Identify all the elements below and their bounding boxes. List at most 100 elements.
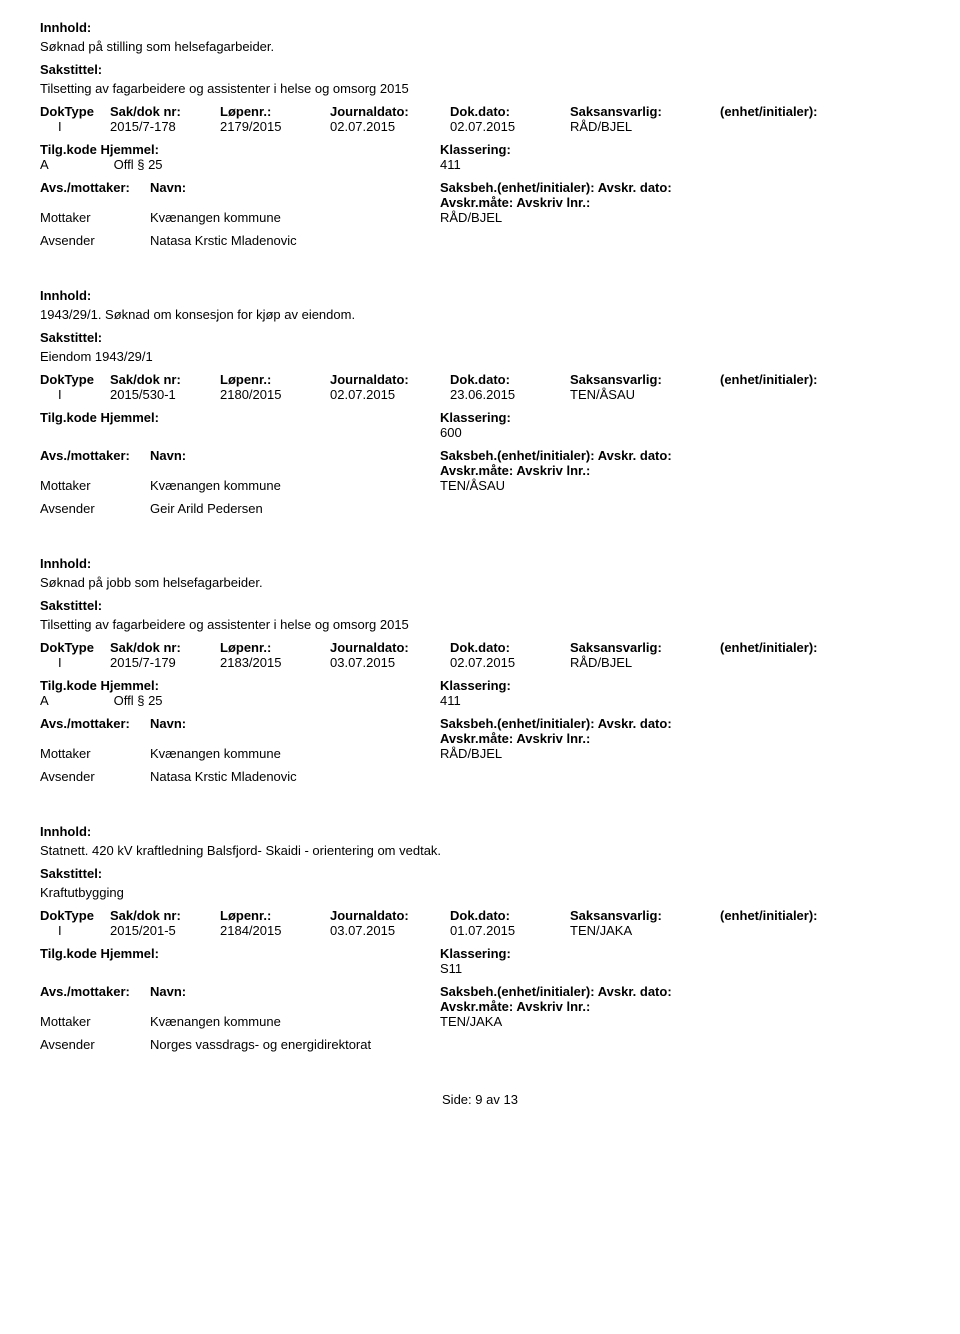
sakstittel-text: Kraftutbygging	[40, 885, 920, 900]
avsmottaker-header: Avs./mottaker:	[40, 716, 150, 746]
lopenr-value: 2183/2015	[220, 655, 330, 670]
journaldato-header: Journaldato:	[330, 640, 450, 655]
enhet-header: (enhet/initialer):	[720, 372, 870, 387]
avsender-row: Avsender Natasa Krstic Mladenovic	[40, 769, 920, 784]
hjemmel-klassering-header: Tilg.kode Hjemmel: Klassering:	[40, 142, 920, 157]
mottaker-row: Mottaker Kvænangen kommune TEN/ÅSAU	[40, 478, 920, 493]
meta-header-row: DokType Sak/dok nr: Løpenr.: Journaldato…	[40, 908, 920, 923]
saksbeh-value: RÅD/BJEL	[440, 746, 720, 761]
hjemmel-klassering-data: S11	[40, 961, 920, 976]
hjemmel-value: Offl § 25	[114, 693, 163, 708]
sakstittel-label: Sakstittel:	[40, 330, 920, 345]
mottaker-row: Mottaker Kvænangen kommune TEN/JAKA	[40, 1014, 920, 1029]
saksansvarlig-header: Saksansvarlig:	[570, 640, 720, 655]
sakstittel-text: Eiendom 1943/29/1	[40, 349, 920, 364]
enhet-value	[720, 387, 870, 402]
avsender-label: Avsender	[40, 501, 150, 516]
innhold-text: 1943/29/1. Søknad om konsesjon for kjøp …	[40, 307, 920, 322]
mottaker-row: Mottaker Kvænangen kommune RÅD/BJEL	[40, 746, 920, 761]
saksbeh-header: Saksbeh.(enhet/initialer): Avskr. dato: …	[440, 716, 720, 746]
saksbeh-value: RÅD/BJEL	[440, 210, 720, 225]
enhet-header: (enhet/initialer):	[720, 640, 870, 655]
avsmottaker-header: Avs./mottaker:	[40, 984, 150, 1014]
dokdato-value: 02.07.2015	[450, 655, 570, 670]
side-label: Side:	[442, 1092, 472, 1107]
mottaker-label: Mottaker	[40, 210, 150, 225]
avsender-row: Avsender Norges vassdrags- og energidire…	[40, 1037, 920, 1052]
saksansvarlig-header: Saksansvarlig:	[570, 908, 720, 923]
navn-header: Navn:	[150, 984, 440, 1014]
avsender-label: Avsender	[40, 769, 150, 784]
innhold-text: Statnett. 420 kV kraftledning Balsfjord-…	[40, 843, 920, 858]
saknr-value: 2015/7-178	[110, 119, 220, 134]
sakstittel-label: Sakstittel:	[40, 866, 920, 881]
av-label: av	[486, 1092, 500, 1107]
mottaker-label: Mottaker	[40, 478, 150, 493]
navn-header: Navn:	[150, 448, 440, 478]
lopenr-value: 2184/2015	[220, 923, 330, 938]
doktype-value: I	[40, 655, 110, 670]
hjemmel-klassering-header: Tilg.kode Hjemmel: Klassering:	[40, 946, 920, 961]
avsender-label: Avsender	[40, 233, 150, 248]
tilgkode-value: A	[40, 693, 110, 708]
dokdato-header: Dok.dato:	[450, 640, 570, 655]
innhold-text: Søknad på jobb som helsefagarbeider.	[40, 575, 920, 590]
journaldato-value: 02.07.2015	[330, 387, 450, 402]
hjemmel-value: Offl § 25	[114, 157, 163, 172]
dokdato-header: Dok.dato:	[450, 908, 570, 923]
klassering-header: Klassering:	[440, 410, 511, 425]
doktype-value: I	[40, 119, 110, 134]
saksbeh-value: TEN/JAKA	[440, 1014, 720, 1029]
saksansvarlig-value: TEN/ÅSAU	[570, 387, 720, 402]
mottaker-navn: Kvænangen kommune	[150, 1014, 440, 1029]
meta-data-row: I 2015/7-178 2179/2015 02.07.2015 02.07.…	[40, 119, 920, 134]
hjemmel-klassering-data: A Offl § 25 411	[40, 157, 920, 172]
journaldato-value: 03.07.2015	[330, 655, 450, 670]
dokdato-header: Dok.dato:	[450, 372, 570, 387]
tilgkode-header: Tilg.kode	[40, 410, 97, 425]
meta-data-row: I 2015/530-1 2180/2015 02.07.2015 23.06.…	[40, 387, 920, 402]
sakstittel-label: Sakstittel:	[40, 62, 920, 77]
tilgkode-value: A	[40, 157, 110, 172]
avsender-label: Avsender	[40, 1037, 150, 1052]
navn-header: Navn:	[150, 716, 440, 746]
mottaker-navn: Kvænangen kommune	[150, 478, 440, 493]
mottaker-row: Mottaker Kvænangen kommune RÅD/BJEL	[40, 210, 920, 225]
enhet-header: (enhet/initialer):	[720, 104, 870, 119]
klassering-value: 411	[440, 693, 461, 708]
lopenr-value: 2180/2015	[220, 387, 330, 402]
total-pages: 13	[504, 1092, 518, 1107]
saknr-value: 2015/7-179	[110, 655, 220, 670]
party-header-row: Avs./mottaker: Navn: Saksbeh.(enhet/init…	[40, 448, 920, 478]
sakstittel-text: Tilsetting av fagarbeidere og assistente…	[40, 81, 920, 96]
journal-record: Innhold: Søknad på stilling som helsefag…	[40, 20, 920, 248]
doktype-header: DokType	[40, 640, 110, 655]
meta-header-row: DokType Sak/dok nr: Løpenr.: Journaldato…	[40, 640, 920, 655]
journal-record: Innhold: Statnett. 420 kV kraftledning B…	[40, 824, 920, 1052]
klassering-value: S11	[440, 961, 462, 976]
tilgkode-header: Tilg.kode	[40, 678, 97, 693]
avsender-navn: Geir Arild Pedersen	[150, 501, 440, 516]
journaldato-header: Journaldato:	[330, 104, 450, 119]
avsender-row: Avsender Geir Arild Pedersen	[40, 501, 920, 516]
page-num: 9	[475, 1092, 482, 1107]
avsender-navn: Norges vassdrags- og energidirektorat	[150, 1037, 440, 1052]
dokdato-header: Dok.dato:	[450, 104, 570, 119]
lopenr-header: Løpenr.:	[220, 908, 330, 923]
sakstittel-text: Tilsetting av fagarbeidere og assistente…	[40, 617, 920, 632]
journal-record: Innhold: 1943/29/1. Søknad om konsesjon …	[40, 288, 920, 516]
hjemmel-header: Hjemmel:	[100, 410, 159, 425]
avsmottaker-header: Avs./mottaker:	[40, 448, 150, 478]
enhet-value	[720, 119, 870, 134]
doktype-header: DokType	[40, 104, 110, 119]
meta-data-row: I 2015/7-179 2183/2015 03.07.2015 02.07.…	[40, 655, 920, 670]
innhold-label: Innhold:	[40, 288, 920, 303]
saksansvarlig-header: Saksansvarlig:	[570, 104, 720, 119]
hjemmel-klassering-data: 600	[40, 425, 920, 440]
klassering-value: 600	[440, 425, 462, 440]
saknr-header: Sak/dok nr:	[110, 104, 220, 119]
dokdato-value: 01.07.2015	[450, 923, 570, 938]
enhet-value	[720, 655, 870, 670]
hjemmel-header: Hjemmel:	[100, 678, 159, 693]
mottaker-label: Mottaker	[40, 746, 150, 761]
